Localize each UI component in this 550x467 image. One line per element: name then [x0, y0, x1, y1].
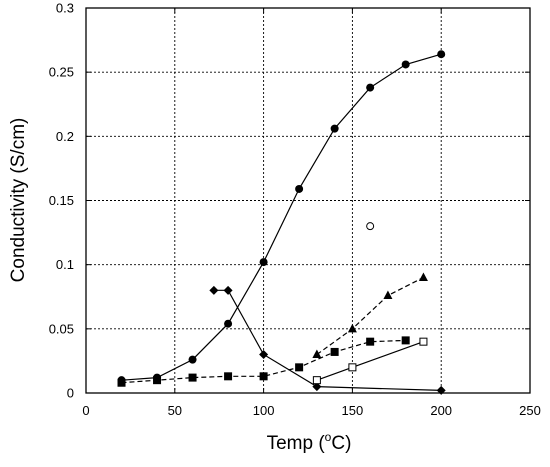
series-line: [121, 339, 406, 384]
data-point-square-filled: [224, 372, 233, 381]
data-point-square-filled: [330, 347, 339, 356]
x-tick-label: 50: [168, 403, 182, 418]
y-tick-label: 0.05: [49, 321, 74, 336]
y-tick-label: 0: [67, 386, 74, 401]
data-point-square-open: [348, 363, 357, 372]
y-axis-title: Conductivity (S/cm): [8, 118, 29, 283]
series-diamond-filled: [209, 285, 446, 395]
y-tick-label: 0.15: [49, 193, 74, 208]
data-point-triangle-filled: [312, 349, 322, 358]
x-tick-label: 100: [253, 403, 275, 418]
series-triangle-filled: [312, 272, 428, 358]
x-tick-label: 150: [342, 403, 364, 418]
data-point-circle-filled: [224, 319, 233, 328]
y-tick-label: 0.1: [56, 257, 74, 272]
series-square-filled: [117, 336, 410, 387]
x-tick-label: 0: [82, 403, 89, 418]
series-circle-open: [366, 222, 375, 231]
data-point-square-open: [312, 376, 321, 385]
x-tick-label: 200: [430, 403, 452, 418]
data-point-square-filled: [188, 373, 197, 382]
data-point-circle-filled: [366, 83, 375, 92]
data-point-circle-filled: [188, 355, 197, 364]
data-point-square-filled: [401, 336, 410, 345]
data-point-square-filled: [366, 337, 375, 346]
data-point-diamond-filled: [223, 285, 233, 295]
data-point-circle-filled: [401, 60, 410, 69]
y-tick-label: 0.3: [56, 1, 74, 16]
data-point-triangle-filled: [383, 290, 393, 299]
series-circle-filled: [117, 50, 446, 385]
data-point-diamond-filled: [436, 385, 446, 395]
data-point-circle-filled: [295, 184, 304, 193]
data-point-diamond-filled: [209, 285, 219, 295]
axis-ticks: 0 50 100 150 200 250 0 0.05 0.1 0.15 0.2 0.25 0.3: [49, 1, 541, 419]
series-square-open: [312, 337, 428, 385]
x-axis-title: Temp (oC): [267, 430, 352, 454]
data-point-square-filled: [259, 372, 268, 381]
data-point-circle-open: [366, 222, 375, 231]
y-tick-label: 0.2: [56, 129, 74, 144]
series-line: [121, 53, 442, 381]
data-point-circle-filled: [259, 258, 268, 267]
x-tick-label: 250: [519, 403, 541, 418]
series-line: [316, 276, 424, 355]
data-point-triangle-filled: [418, 272, 428, 281]
data-point-circle-filled: [330, 124, 339, 133]
data-point-circle-filled: [437, 50, 446, 59]
data-point-diamond-filled: [259, 350, 269, 359]
data-series: [117, 50, 446, 395]
grid-lines: [86, 8, 530, 393]
data-point-square-open: [419, 337, 428, 346]
y-tick-label: 0.25: [49, 65, 74, 80]
data-point-square-filled: [117, 378, 126, 387]
data-point-triangle-filled: [347, 323, 357, 333]
data-point-diamond-filled: [312, 382, 322, 392]
series-line: [316, 341, 424, 381]
data-point-square-filled: [153, 376, 162, 385]
data-point-square-filled: [295, 363, 304, 372]
